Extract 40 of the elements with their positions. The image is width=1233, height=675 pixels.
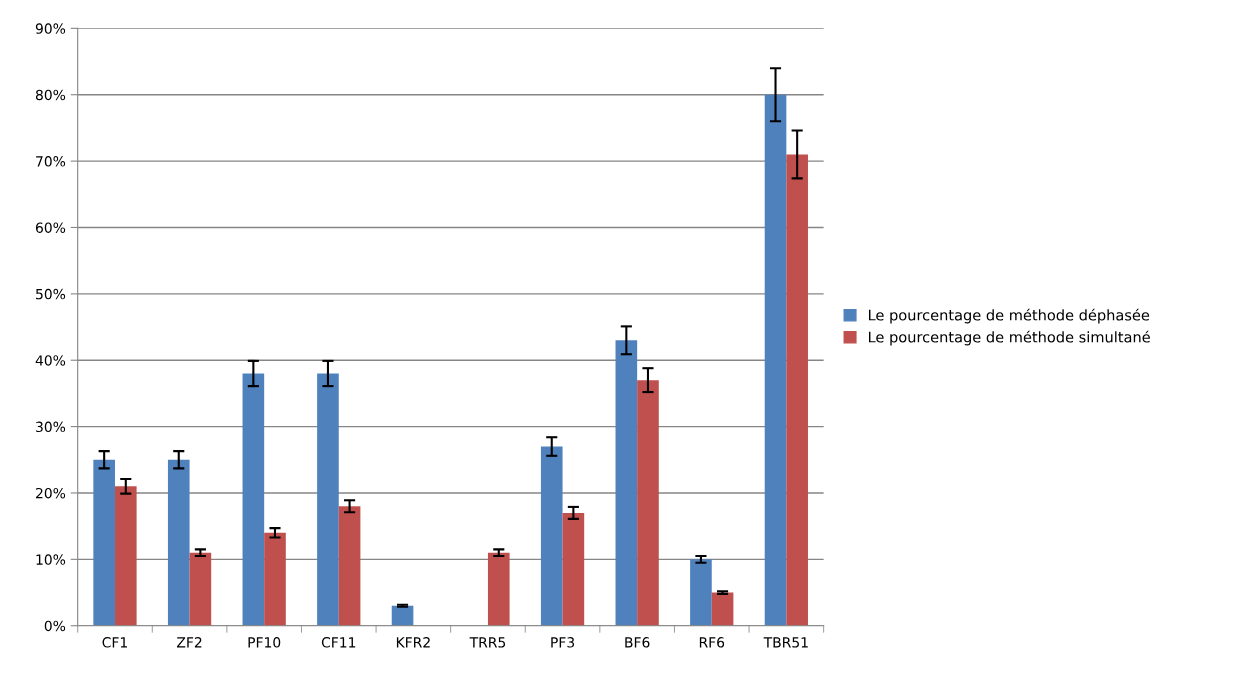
x-tick-label: TRR5: [469, 637, 506, 648]
y-tick-label: 90%: [35, 23, 66, 34]
legend-label: Le pourcentage de méthode simultané: [868, 330, 1150, 346]
bar: [338, 506, 361, 626]
x-tick-label: RF6: [699, 637, 725, 648]
x-tick-label: CF1: [102, 637, 127, 648]
x-tick-label: TBR51: [763, 637, 808, 648]
y-tick-label: 0%: [44, 620, 66, 632]
y-tick-label: 30%: [36, 421, 66, 433]
y-tick-label: 70%: [36, 156, 66, 167]
bar: [690, 559, 712, 626]
bar: [615, 340, 638, 626]
x-tick-label: KFR2: [396, 637, 430, 648]
bar: [93, 459, 115, 626]
bar: [562, 512, 585, 626]
y-tick-label: 80%: [35, 89, 66, 101]
bar: [167, 459, 190, 626]
y-tick-label: 60%: [35, 222, 66, 233]
y-tick-label: 50%: [36, 288, 66, 300]
x-tick-label: CF11: [321, 637, 356, 648]
bar: [711, 592, 734, 626]
bar: [189, 552, 212, 626]
y-tick-label: 10%: [36, 554, 66, 565]
y-tick-label: 20%: [36, 487, 66, 499]
x-tick-label: PF3: [551, 637, 575, 648]
legend-label: Le pourcentage de méthode déphasée: [868, 308, 1150, 324]
bar: [786, 154, 808, 626]
bar: [540, 446, 563, 626]
bar: [242, 373, 265, 626]
x-tick-label: BF6: [625, 637, 650, 648]
bar: [264, 532, 286, 626]
bar: [637, 380, 659, 626]
x-tick-label: PF10: [248, 637, 281, 648]
y-tick-label: 40%: [35, 355, 66, 366]
bar: [391, 605, 414, 626]
bar: [114, 486, 137, 626]
bar: [317, 373, 339, 626]
bar: [487, 552, 510, 626]
x-tick-label: ZF2: [177, 637, 202, 648]
bar: [764, 94, 787, 626]
